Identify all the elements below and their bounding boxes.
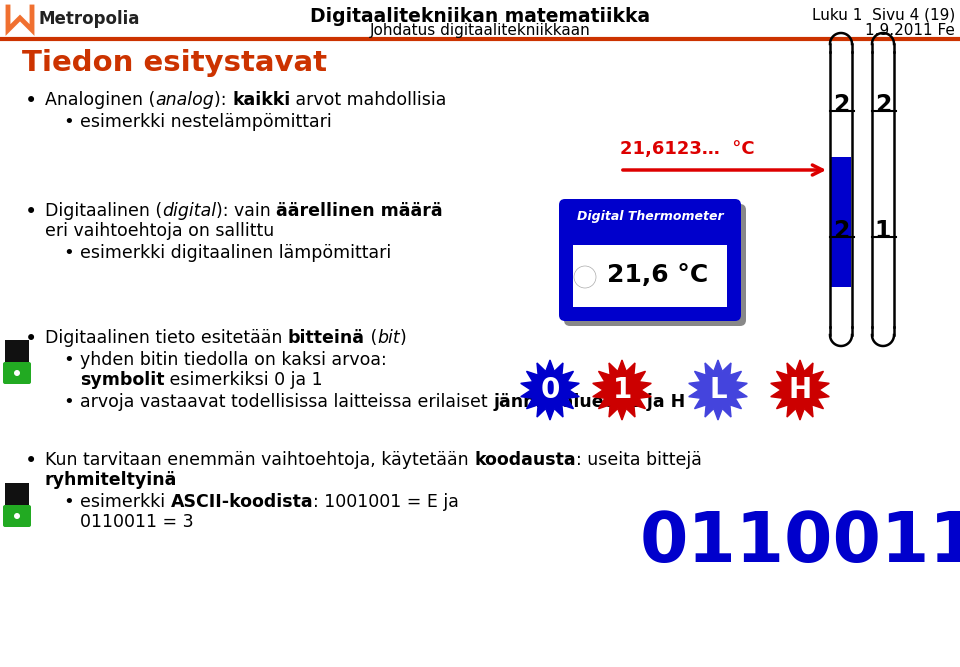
- Text: •: •: [63, 351, 74, 369]
- Text: 21,6123…  °C: 21,6123… °C: [620, 140, 755, 158]
- Polygon shape: [771, 360, 829, 420]
- Text: 2: 2: [875, 93, 891, 117]
- Bar: [0, 0, 185, 35]
- Text: 2: 2: [12, 527, 22, 542]
- Text: 1: 1: [12, 384, 22, 399]
- Text: symbolit: symbolit: [80, 371, 164, 389]
- Text: (: (: [365, 329, 377, 347]
- Text: •: •: [63, 493, 74, 511]
- Text: yhden bitin tiedolla on kaksi arvoa:: yhden bitin tiedolla on kaksi arvoa:: [80, 351, 387, 369]
- Text: 1.9.2011 Fe: 1.9.2011 Fe: [865, 23, 955, 38]
- Text: •: •: [63, 393, 74, 411]
- Text: 0110011 = 3: 0110011 = 3: [80, 513, 194, 531]
- Text: 2: 2: [833, 93, 850, 117]
- Text: digital: digital: [162, 202, 216, 220]
- Text: esimerkki: esimerkki: [80, 493, 171, 511]
- Text: jännitealueet L ja H: jännitealueet L ja H: [493, 393, 685, 411]
- Text: arvoja vastaavat todellisissa laitteissa erilaiset: arvoja vastaavat todellisissa laitteissa…: [80, 393, 493, 411]
- Text: Analoginen (: Analoginen (: [45, 91, 156, 109]
- Bar: [831, 157, 851, 287]
- Text: Digitaalinen tieto esitetään: Digitaalinen tieto esitetään: [45, 329, 288, 347]
- Bar: [5, 340, 29, 372]
- Text: bit: bit: [377, 329, 400, 347]
- Text: Kun tarvitaan enemmän vaihtoehtoja, käytetään: Kun tarvitaan enemmän vaihtoehtoja, käyt…: [45, 451, 474, 469]
- Text: Tiedon esitystavat: Tiedon esitystavat: [22, 49, 327, 77]
- Text: esimerkki nestelämpömittari: esimerkki nestelämpömittari: [80, 113, 332, 131]
- Text: •: •: [25, 451, 37, 471]
- Text: •: •: [25, 329, 37, 349]
- Text: Digital Thermometer: Digital Thermometer: [577, 210, 723, 223]
- Text: ): vain: ): vain: [216, 202, 276, 220]
- Text: •: •: [25, 202, 37, 222]
- Circle shape: [574, 266, 596, 288]
- Text: kaikki: kaikki: [232, 91, 290, 109]
- Circle shape: [14, 370, 20, 376]
- Text: analog: analog: [156, 91, 214, 109]
- Text: Metropolia: Metropolia: [38, 10, 139, 28]
- Text: Digitaalinen (: Digitaalinen (: [45, 202, 162, 220]
- Circle shape: [14, 513, 20, 519]
- Text: esimerkiksi 0 ja 1: esimerkiksi 0 ja 1: [164, 371, 324, 389]
- Bar: [5, 483, 29, 515]
- Text: ryhmiteltyinä: ryhmiteltyinä: [45, 471, 178, 489]
- FancyBboxPatch shape: [564, 204, 746, 326]
- Polygon shape: [688, 360, 747, 420]
- Text: 1: 1: [875, 219, 891, 243]
- Bar: [573, 245, 727, 307]
- Text: ): ): [400, 329, 407, 347]
- Text: H: H: [788, 376, 811, 404]
- Text: koodausta: koodausta: [474, 451, 576, 469]
- Text: arvot mahdollisia: arvot mahdollisia: [290, 91, 446, 109]
- Text: •: •: [25, 91, 37, 111]
- Text: Johdatus digitaalitekniikkaan: Johdatus digitaalitekniikkaan: [370, 23, 590, 38]
- Text: Digitaalitekniikan matematiikka: Digitaalitekniikan matematiikka: [310, 7, 650, 26]
- Text: 0: 0: [540, 376, 560, 404]
- Text: eri vaihtoehtoja on sallittu: eri vaihtoehtoja on sallittu: [45, 222, 275, 240]
- FancyBboxPatch shape: [3, 505, 31, 527]
- Text: 21,6 °C: 21,6 °C: [608, 263, 708, 287]
- Text: : useita bittejä: : useita bittejä: [576, 451, 702, 469]
- FancyBboxPatch shape: [3, 362, 31, 384]
- Text: esimerkki digitaalinen lämpömittari: esimerkki digitaalinen lämpömittari: [80, 244, 392, 262]
- Text: Luku 1  Sivu 4 (19): Luku 1 Sivu 4 (19): [812, 7, 955, 22]
- Text: ASCII-koodista: ASCII-koodista: [171, 493, 313, 511]
- Text: ):: ):: [214, 91, 232, 109]
- FancyBboxPatch shape: [559, 199, 741, 321]
- Polygon shape: [592, 360, 651, 420]
- Text: •: •: [63, 113, 74, 131]
- Text: 2: 2: [833, 219, 850, 243]
- Text: 1: 1: [612, 376, 632, 404]
- Text: L: L: [709, 376, 727, 404]
- Text: äärellinen määrä: äärellinen määrä: [276, 202, 444, 220]
- Polygon shape: [520, 360, 579, 420]
- Text: bitteinä: bitteinä: [288, 329, 365, 347]
- Text: 0110011: 0110011: [640, 509, 960, 576]
- Text: : 1001001 = E ja: : 1001001 = E ja: [313, 493, 459, 511]
- Text: •: •: [63, 244, 74, 262]
